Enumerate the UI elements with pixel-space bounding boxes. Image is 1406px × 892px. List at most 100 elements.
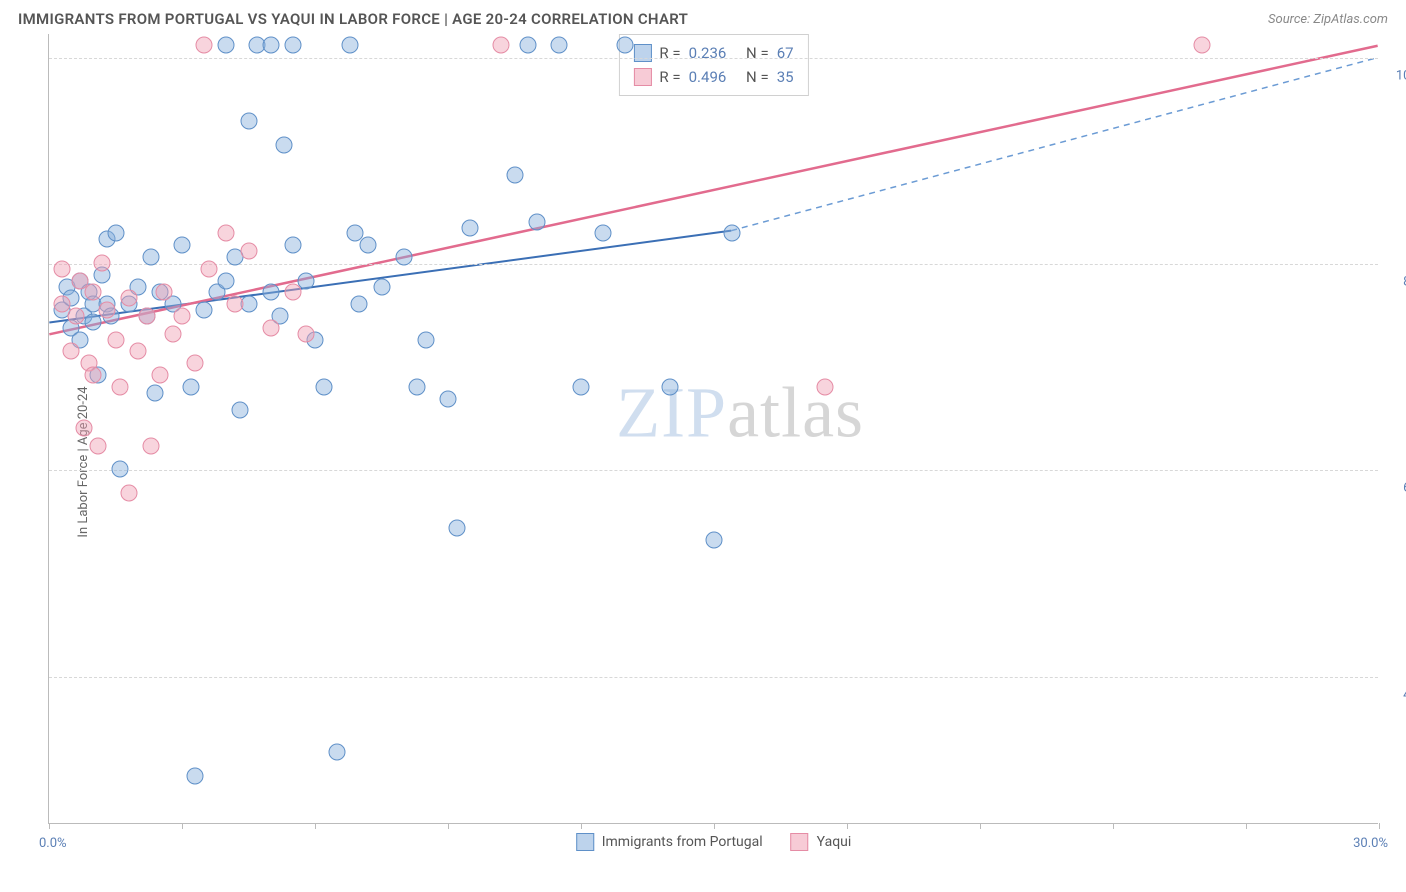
scatter-point-s1 bbox=[706, 532, 723, 549]
scatter-point-s2 bbox=[196, 36, 213, 53]
scatter-point-s2 bbox=[151, 366, 168, 383]
stat-legend-row-s1: R = 0.236 N = 67 bbox=[633, 41, 793, 65]
scatter-point-s1 bbox=[550, 36, 567, 53]
n-label-s1: N = bbox=[746, 41, 769, 65]
scatter-point-s1 bbox=[218, 36, 235, 53]
scatter-point-s1 bbox=[573, 378, 590, 395]
scatter-point-s2 bbox=[120, 484, 137, 501]
scatter-point-s2 bbox=[89, 437, 106, 454]
scatter-point-s1 bbox=[187, 767, 204, 784]
scatter-point-s2 bbox=[240, 243, 257, 260]
scatter-point-s1 bbox=[373, 278, 390, 295]
scatter-point-s2 bbox=[85, 366, 102, 383]
r-label-s2: R = bbox=[659, 65, 680, 89]
scatter-point-s1 bbox=[240, 113, 257, 130]
y-tick-label: 47.5% bbox=[1383, 687, 1406, 702]
gridline bbox=[49, 677, 1378, 678]
x-tick bbox=[980, 823, 981, 829]
bottom-legend: Immigrants from Portugal Yaqui bbox=[576, 833, 852, 851]
x-min-label: 0.0% bbox=[39, 836, 67, 851]
chart-title: IMMIGRANTS FROM PORTUGAL VS YAQUI IN LAB… bbox=[18, 10, 688, 28]
scatter-point-s2 bbox=[138, 308, 155, 325]
scatter-point-s2 bbox=[165, 325, 182, 342]
r-value-s1: 0.236 bbox=[689, 41, 727, 65]
chart-header: IMMIGRANTS FROM PORTUGAL VS YAQUI IN LAB… bbox=[0, 0, 1406, 34]
scatter-point-s1 bbox=[107, 225, 124, 242]
n-value-s1: 67 bbox=[777, 41, 794, 65]
scatter-point-s1 bbox=[617, 36, 634, 53]
swatch-s2 bbox=[633, 68, 651, 86]
scatter-point-s2 bbox=[816, 378, 833, 395]
y-tick-label: 65.0% bbox=[1383, 481, 1406, 496]
x-tick bbox=[448, 823, 449, 829]
scatter-point-s2 bbox=[284, 284, 301, 301]
scatter-point-s1 bbox=[262, 36, 279, 53]
scatter-point-s2 bbox=[200, 260, 217, 277]
x-tick bbox=[847, 823, 848, 829]
scatter-point-s1 bbox=[329, 744, 346, 761]
n-label-s2: N = bbox=[746, 65, 769, 89]
chart-wrap: In Labor Force | Age 20-24 ZIPatlas R = … bbox=[0, 34, 1406, 889]
x-max-label: 30.0% bbox=[1353, 836, 1388, 851]
scatter-point-s2 bbox=[111, 378, 128, 395]
scatter-point-s1 bbox=[440, 390, 457, 407]
legend-label-s2: Yaqui bbox=[817, 834, 852, 850]
scatter-point-s1 bbox=[147, 384, 164, 401]
scatter-point-s1 bbox=[723, 225, 740, 242]
x-tick bbox=[1113, 823, 1114, 829]
scatter-point-s2 bbox=[67, 308, 84, 325]
scatter-point-s1 bbox=[111, 461, 128, 478]
r-label-s1: R = bbox=[659, 41, 680, 65]
scatter-point-s1 bbox=[342, 36, 359, 53]
scatter-point-s2 bbox=[142, 437, 159, 454]
scatter-point-s1 bbox=[174, 237, 191, 254]
x-tick bbox=[714, 823, 715, 829]
scatter-point-s1 bbox=[182, 378, 199, 395]
swatch-s1 bbox=[633, 44, 651, 62]
scatter-point-s1 bbox=[284, 36, 301, 53]
scatter-point-s2 bbox=[1193, 36, 1210, 53]
scatter-point-s1 bbox=[142, 249, 159, 266]
scatter-point-s2 bbox=[54, 260, 71, 277]
scatter-point-s2 bbox=[156, 284, 173, 301]
trendline-dashed-s1 bbox=[731, 58, 1377, 231]
scatter-point-s2 bbox=[120, 290, 137, 307]
x-tick bbox=[182, 823, 183, 829]
scatter-point-s2 bbox=[174, 308, 191, 325]
scatter-point-s1 bbox=[284, 237, 301, 254]
scatter-point-s1 bbox=[275, 137, 292, 154]
scatter-point-s2 bbox=[298, 325, 315, 342]
scatter-point-s1 bbox=[506, 166, 523, 183]
x-tick bbox=[1246, 823, 1247, 829]
scatter-point-s2 bbox=[94, 254, 111, 271]
scatter-point-s2 bbox=[63, 343, 80, 360]
gridline bbox=[49, 58, 1378, 59]
x-tick bbox=[49, 823, 50, 829]
stat-legend: R = 0.236 N = 67 R = 0.496 N = 35 bbox=[618, 34, 808, 96]
legend-item-s1: Immigrants from Portugal bbox=[576, 833, 763, 851]
plot-area: ZIPatlas R = 0.236 N = 67 R = 0.496 N = … bbox=[48, 34, 1378, 824]
legend-item-s2: Yaqui bbox=[791, 833, 852, 851]
gridline bbox=[49, 470, 1378, 471]
scatter-point-s1 bbox=[661, 378, 678, 395]
x-tick bbox=[581, 823, 582, 829]
scatter-point-s1 bbox=[298, 272, 315, 289]
scatter-point-s2 bbox=[129, 343, 146, 360]
scatter-point-s2 bbox=[98, 302, 115, 319]
scatter-point-s2 bbox=[76, 420, 93, 437]
y-tick-label: 82.5% bbox=[1383, 274, 1406, 289]
legend-swatch-s2 bbox=[791, 833, 809, 851]
watermark-atlas: atlas bbox=[727, 372, 864, 452]
scatter-point-s1 bbox=[528, 213, 545, 230]
scatter-point-s1 bbox=[218, 272, 235, 289]
legend-swatch-s1 bbox=[576, 833, 594, 851]
scatter-point-s1 bbox=[85, 313, 102, 330]
y-tick-label: 100.0% bbox=[1383, 68, 1406, 83]
scatter-point-s1 bbox=[417, 331, 434, 348]
r-value-s2: 0.496 bbox=[689, 65, 727, 89]
x-tick bbox=[315, 823, 316, 829]
x-tick bbox=[1379, 823, 1380, 829]
scatter-point-s1 bbox=[262, 284, 279, 301]
scatter-point-s2 bbox=[493, 36, 510, 53]
scatter-point-s2 bbox=[218, 225, 235, 242]
